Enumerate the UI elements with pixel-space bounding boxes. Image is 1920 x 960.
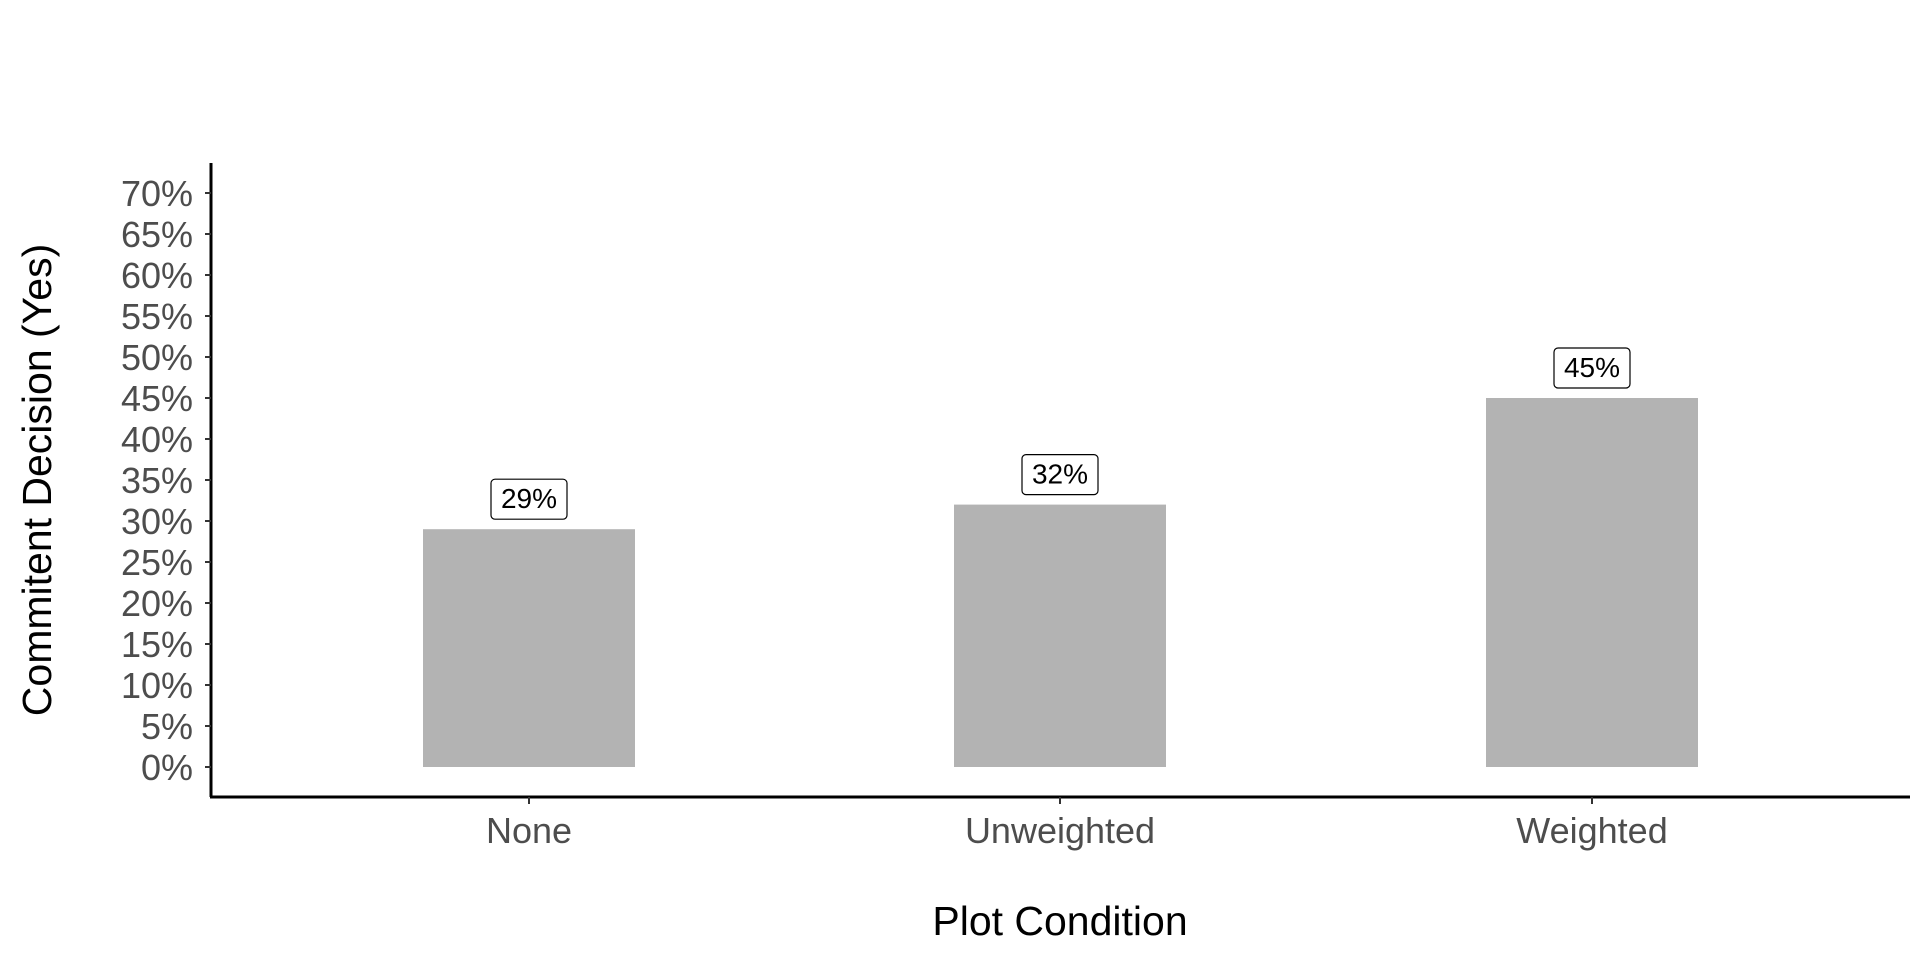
y-tick-label: 15% [121, 624, 193, 665]
y-tick-label: 0% [141, 747, 193, 788]
bar [954, 504, 1166, 767]
y-axis-title: Commitent Decision (Yes) [14, 244, 60, 716]
x-tick-label: Unweighted [965, 810, 1155, 851]
data-label: 29% [501, 483, 557, 514]
y-axis: 0%5%10%15%20%25%30%35%40%45%50%55%60%65%… [121, 163, 213, 797]
y-tick-label: 55% [121, 296, 193, 337]
y-tick-label: 25% [121, 542, 193, 583]
y-tick-label: 5% [141, 706, 193, 747]
bar [1486, 398, 1698, 767]
x-axis: None Unweighted Weighted [210, 795, 1910, 851]
data-label-box [490, 478, 568, 520]
y-tick-label: 50% [121, 337, 193, 378]
data-label: 32% [1032, 459, 1088, 490]
y-tick-label: 40% [121, 419, 193, 460]
y-tick-label: 20% [121, 583, 193, 624]
data-label: 45% [1564, 352, 1620, 383]
y-tick-label: 10% [121, 665, 193, 706]
data-label-box [1021, 454, 1099, 496]
bar [423, 529, 635, 767]
x-tick-label: Weighted [1516, 810, 1667, 851]
data-label-box [1553, 347, 1631, 389]
bars [423, 398, 1698, 767]
x-axis-title: Plot Condition [932, 898, 1187, 944]
y-tick-label: 45% [121, 378, 193, 419]
y-tick-label: 60% [121, 255, 193, 296]
y-tick-label: 65% [121, 214, 193, 255]
y-tick-label: 70% [121, 173, 193, 214]
y-tick-label: 35% [121, 460, 193, 501]
data-labels: 29% 32% 45% [490, 347, 1631, 520]
x-tick-label: None [486, 810, 572, 851]
y-tick-label: 30% [121, 501, 193, 542]
